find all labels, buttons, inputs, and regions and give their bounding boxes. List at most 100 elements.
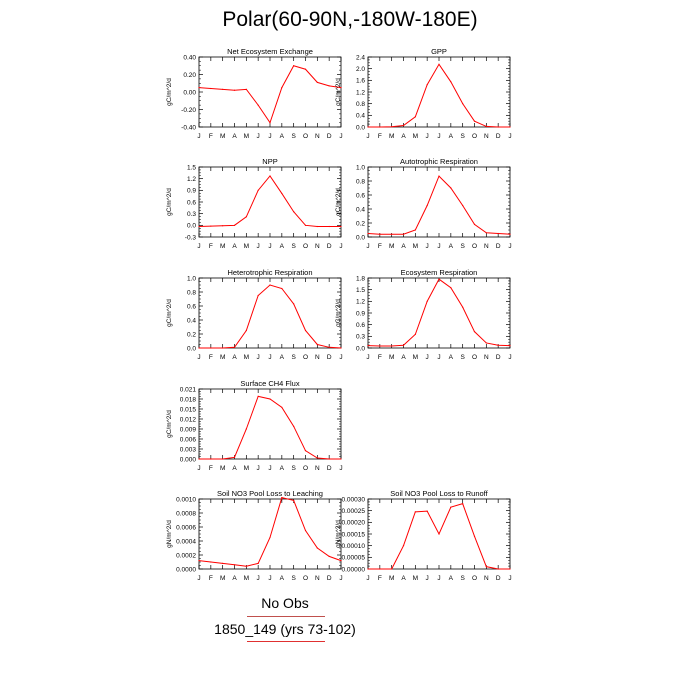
data-point (367, 126, 369, 128)
data-point (316, 547, 318, 549)
data-point (210, 458, 212, 460)
data-point (438, 533, 440, 535)
data-point (293, 65, 295, 67)
x-tick-label: N (315, 243, 320, 250)
series-line (199, 395, 341, 460)
data-point (509, 345, 511, 347)
footer-run-label: 1850_149 (yrs 73-102) (214, 621, 356, 637)
x-tick-label: J (339, 465, 342, 472)
x-tick-label: D (496, 133, 501, 140)
x-tick-label: F (378, 133, 382, 140)
y-tick-label: 0.0002 (176, 552, 196, 559)
data-point (222, 88, 224, 90)
x-tick-label: J (366, 575, 369, 582)
y-axis-label: gC/m^2/d (166, 299, 173, 327)
x-tick-label: S (291, 243, 296, 250)
data-point (340, 347, 342, 349)
x-tick-label: J (257, 354, 260, 361)
y-axis-label: gC/m^2/d (166, 78, 173, 106)
y-tick-label: 0.6 (187, 199, 196, 206)
x-tick-label: D (327, 354, 332, 361)
x-tick-label: D (496, 354, 501, 361)
data-point (269, 122, 271, 124)
x-tick-label: N (484, 575, 489, 582)
x-tick-label: O (303, 465, 308, 472)
y-tick-label: 0.9 (356, 310, 365, 317)
y-axis-label: gN/m^2/d (166, 520, 173, 548)
y-tick-label: -0.20 (181, 107, 196, 114)
x-tick-label: A (232, 465, 237, 472)
panel-5: Heterotrophic Respiration gC/m^2/d 0.0 0.2 0… (166, 268, 343, 361)
panel-title: Soil NO3 Pool Loss to Leaching (217, 489, 323, 498)
x-tick-label: O (472, 575, 477, 582)
x-tick-label: A (401, 575, 406, 582)
data-point (438, 63, 440, 65)
series-line (368, 503, 510, 570)
y-tick-label: 0.0004 (176, 538, 196, 545)
x-tick-label: A (401, 243, 406, 250)
y-tick-label: 0.00020 (342, 520, 366, 527)
y-tick-label: 0.4 (356, 113, 365, 120)
y-tick-label: 1.6 (356, 78, 365, 85)
x-tick-label: S (460, 354, 465, 361)
x-tick-label: J (257, 575, 260, 582)
y-tick-label: 0.015 (180, 406, 197, 413)
x-tick-label: A (232, 354, 237, 361)
x-tick-label: J (366, 354, 369, 361)
y-tick-label: 0.4 (356, 206, 365, 213)
data-point (245, 216, 247, 218)
panel-6: Ecosystem Respiration gC/m^2/d 0.0 0.3 0.6 0.… (335, 268, 512, 361)
data-point (379, 568, 381, 570)
data-point (257, 294, 259, 297)
data-point (379, 233, 381, 235)
x-tick-label: M (389, 133, 394, 140)
plot-frame (198, 498, 342, 570)
series-line (198, 497, 342, 567)
data-point (257, 104, 259, 106)
x-tick-label: A (232, 133, 237, 140)
data-point (473, 535, 476, 537)
x-tick-label: M (220, 133, 225, 140)
data-point (245, 565, 247, 567)
y-tick-label: 0.018 (180, 396, 197, 403)
x-tick-label: A (232, 243, 237, 250)
x-tick-label: F (209, 133, 213, 140)
x-tick-label: J (508, 354, 511, 361)
data-point (402, 233, 405, 235)
x-tick-label: A (401, 354, 406, 361)
x-tick-label: S (460, 575, 465, 582)
x-tick-label: D (496, 243, 501, 250)
series-line (198, 65, 342, 124)
data-point (497, 568, 499, 570)
x-tick-label: A (280, 243, 285, 250)
y-tick-label: 0.0 (356, 234, 365, 241)
x-tick-label: J (257, 133, 260, 140)
y-tick-label: 0.8 (187, 289, 196, 296)
x-tick-label: J (197, 243, 200, 250)
plot-frame (367, 56, 511, 128)
x-tick-label: F (378, 243, 382, 250)
data-point (198, 225, 200, 228)
data-point (233, 564, 236, 566)
panel-1: Net Ecosystem Exchange gC/m^2/d -0.40 -0.20… (166, 47, 343, 140)
y-tick-label: 0.0010 (176, 496, 196, 503)
data-point (210, 347, 212, 349)
x-tick-label: J (257, 465, 260, 472)
panel-9: Soil NO3 Pool Loss to RunoffgN/m^2/d0.00… (335, 489, 512, 582)
data-point (391, 126, 393, 128)
x-tick-label: M (413, 575, 418, 582)
y-tick-label: 0.4 (187, 317, 196, 324)
data-point (509, 568, 511, 570)
data-point (210, 225, 212, 227)
data-point (426, 204, 428, 207)
panel-8: Soil NO3 Pool Loss to LeachinggN/m^2/d0.… (166, 489, 343, 582)
footer-obs-label: No Obs (261, 595, 309, 611)
y-tick-label: 0.2 (187, 331, 196, 338)
x-tick-label: A (449, 133, 454, 140)
data-point (438, 175, 440, 177)
page-title: Polar(60-90N,-180W-180E) (222, 8, 478, 31)
